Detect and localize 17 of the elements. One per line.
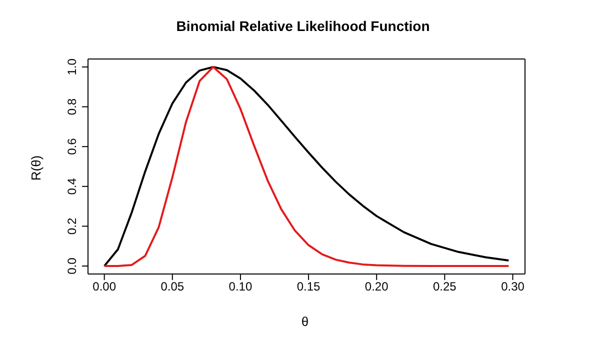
y-tick-label: 0.8 bbox=[65, 98, 79, 116]
y-tick-label: 0.6 bbox=[65, 138, 79, 155]
y-tick-label: 0.2 bbox=[65, 218, 79, 235]
y-tick-label: 0.4 bbox=[65, 178, 79, 195]
y-tick-label: 1.0 bbox=[65, 58, 79, 76]
line-series bbox=[103, 66, 510, 268]
x-tick-label: 0.05 bbox=[160, 280, 184, 294]
x-tick-label: 0.25 bbox=[433, 280, 457, 294]
x-tick-label: 0.30 bbox=[501, 280, 525, 294]
chart-title: Binomial Relative Likelihood Function bbox=[175, 18, 431, 34]
x-axis-title: θ bbox=[300, 314, 310, 329]
x-tick-label: 0.15 bbox=[296, 280, 321, 294]
y-axis-title: R(θ) bbox=[28, 155, 44, 181]
x-tick-label: 0.10 bbox=[228, 280, 252, 294]
y-tick-label: 0.0 bbox=[65, 257, 79, 274]
x-tick-label: 0.20 bbox=[364, 280, 389, 294]
x-tick-label: 0.00 bbox=[92, 280, 116, 294]
